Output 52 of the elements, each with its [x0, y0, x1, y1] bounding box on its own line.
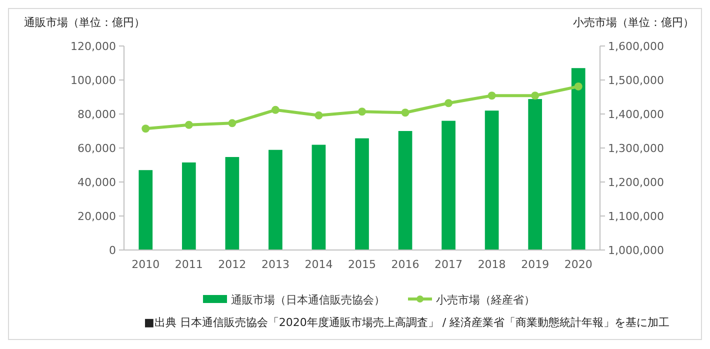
point [444, 99, 453, 108]
x-tick-label: 2016 [391, 258, 420, 271]
y2-axis-title: 小売市場（単位：億円） [573, 16, 694, 29]
point [142, 124, 150, 133]
point [271, 106, 280, 114]
y2-tick-label: 1,600,000 [608, 40, 664, 53]
bar [225, 157, 240, 250]
bar [268, 150, 282, 250]
x-tick-label: 2013 [261, 258, 290, 271]
bar [398, 131, 412, 250]
point [531, 92, 540, 100]
point [228, 119, 236, 128]
point [488, 92, 496, 100]
y-tick-label: 0 [109, 244, 116, 257]
bar [312, 144, 326, 250]
y2-tick-label: 1,400,000 [608, 108, 664, 121]
x-tick-label: 2012 [218, 258, 246, 271]
text: ■出典 日本通信販売協会「2020年度通販市場売上高調査」 / 経済産業省「商業動態統計年報」を基に加工 [144, 316, 670, 329]
y-tick-label: 100,000 [70, 74, 116, 87]
y-tick-label: 120,000 [70, 40, 116, 53]
x-tick-label: 2010 [132, 258, 160, 271]
bar [138, 170, 153, 250]
x-tick-label: 2015 [348, 258, 376, 271]
bar [571, 68, 586, 250]
y2-tick-label: 1,300,000 [608, 142, 664, 155]
point [314, 111, 323, 120]
point [184, 120, 193, 129]
y2-tick-label: 1,200,000 [608, 176, 664, 189]
y-tick-label: 40,000 [78, 176, 116, 189]
y2-tick-label: 1,100,000 [608, 210, 664, 223]
x-tick-label: 2017 [434, 258, 463, 271]
x-tick-label: 2014 [304, 258, 333, 271]
y2-tick-label: 1,500,000 [608, 74, 664, 87]
point [574, 82, 582, 90]
legend-label: 通販市場（日本通信販売協会） [231, 293, 385, 306]
point [401, 108, 410, 117]
y-axis-title: 通販市場（単位：億円） [24, 16, 145, 29]
bar [355, 138, 369, 250]
y-tick-label: 20,000 [78, 210, 116, 223]
x-tick-label: 2019 [521, 258, 550, 271]
x-tick-label: 2020 [564, 258, 592, 271]
bar [442, 120, 456, 250]
bar [484, 110, 499, 250]
x-tick-label: 2018 [478, 258, 506, 271]
bar [528, 99, 542, 250]
y2-tick-label: 1,000,000 [608, 244, 664, 257]
y-tick-label: 60,000 [78, 142, 116, 155]
y-tick-label: 80,000 [78, 108, 116, 121]
x-tick-label: 2011 [174, 258, 203, 271]
legend-label: 小売市場（経産省） [436, 293, 535, 306]
point [358, 108, 366, 116]
bar [182, 162, 196, 250]
